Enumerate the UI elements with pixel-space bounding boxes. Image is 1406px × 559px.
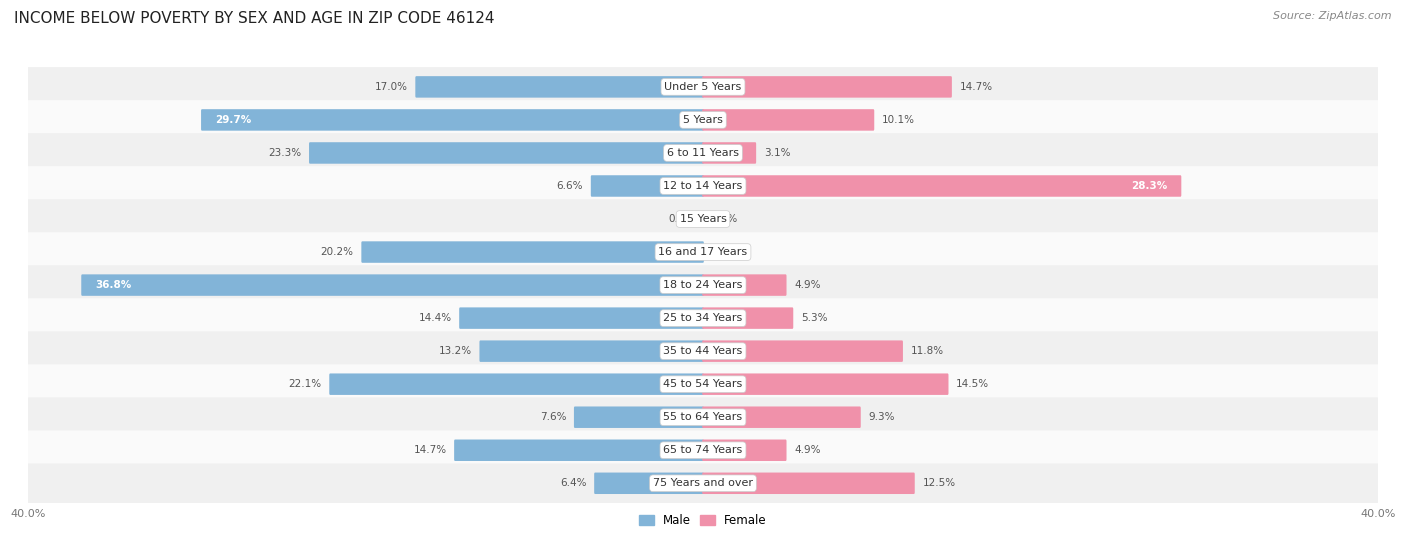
- Text: 16 and 17 Years: 16 and 17 Years: [658, 247, 748, 257]
- Text: 14.7%: 14.7%: [959, 82, 993, 92]
- FancyBboxPatch shape: [702, 76, 952, 98]
- Text: 14.7%: 14.7%: [413, 446, 447, 455]
- FancyBboxPatch shape: [27, 100, 1379, 140]
- Text: INCOME BELOW POVERTY BY SEX AND AGE IN ZIP CODE 46124: INCOME BELOW POVERTY BY SEX AND AGE IN Z…: [14, 11, 495, 26]
- Text: 6.4%: 6.4%: [560, 479, 586, 488]
- FancyBboxPatch shape: [702, 439, 786, 461]
- Text: 0.0%: 0.0%: [711, 214, 738, 224]
- FancyBboxPatch shape: [454, 439, 704, 461]
- Text: 6 to 11 Years: 6 to 11 Years: [666, 148, 740, 158]
- FancyBboxPatch shape: [27, 430, 1379, 470]
- FancyBboxPatch shape: [479, 340, 704, 362]
- Text: 25 to 34 Years: 25 to 34 Years: [664, 313, 742, 323]
- Text: 23.3%: 23.3%: [269, 148, 301, 158]
- FancyBboxPatch shape: [574, 406, 704, 428]
- FancyBboxPatch shape: [702, 274, 786, 296]
- FancyBboxPatch shape: [309, 142, 704, 164]
- FancyBboxPatch shape: [329, 373, 704, 395]
- FancyBboxPatch shape: [27, 299, 1379, 338]
- Text: 15 Years: 15 Years: [679, 214, 727, 224]
- Text: 0.0%: 0.0%: [668, 214, 695, 224]
- Text: 28.3%: 28.3%: [1130, 181, 1167, 191]
- Text: 55 to 64 Years: 55 to 64 Years: [664, 412, 742, 422]
- FancyBboxPatch shape: [27, 133, 1379, 173]
- FancyBboxPatch shape: [27, 67, 1379, 107]
- Text: 3.1%: 3.1%: [763, 148, 790, 158]
- Text: 14.4%: 14.4%: [419, 313, 451, 323]
- FancyBboxPatch shape: [595, 472, 704, 494]
- Text: 14.5%: 14.5%: [956, 379, 990, 389]
- FancyBboxPatch shape: [702, 472, 915, 494]
- Text: 4.9%: 4.9%: [794, 280, 821, 290]
- FancyBboxPatch shape: [702, 406, 860, 428]
- FancyBboxPatch shape: [702, 109, 875, 131]
- FancyBboxPatch shape: [82, 274, 704, 296]
- Text: 20.2%: 20.2%: [321, 247, 354, 257]
- Text: 9.3%: 9.3%: [869, 412, 894, 422]
- FancyBboxPatch shape: [27, 397, 1379, 437]
- Text: 11.8%: 11.8%: [911, 346, 943, 356]
- FancyBboxPatch shape: [702, 373, 949, 395]
- Text: 4.9%: 4.9%: [794, 446, 821, 455]
- Text: 6.6%: 6.6%: [557, 181, 583, 191]
- FancyBboxPatch shape: [361, 241, 704, 263]
- FancyBboxPatch shape: [702, 176, 1181, 197]
- FancyBboxPatch shape: [27, 364, 1379, 404]
- FancyBboxPatch shape: [702, 340, 903, 362]
- FancyBboxPatch shape: [27, 463, 1379, 503]
- Text: 22.1%: 22.1%: [288, 379, 322, 389]
- Text: 12.5%: 12.5%: [922, 479, 956, 488]
- FancyBboxPatch shape: [591, 176, 704, 197]
- Text: 5.3%: 5.3%: [801, 313, 827, 323]
- FancyBboxPatch shape: [27, 331, 1379, 371]
- Text: 5 Years: 5 Years: [683, 115, 723, 125]
- FancyBboxPatch shape: [27, 266, 1379, 305]
- Text: 12 to 14 Years: 12 to 14 Years: [664, 181, 742, 191]
- FancyBboxPatch shape: [415, 76, 704, 98]
- Text: Under 5 Years: Under 5 Years: [665, 82, 741, 92]
- Legend: Male, Female: Male, Female: [634, 510, 772, 532]
- Text: 45 to 54 Years: 45 to 54 Years: [664, 379, 742, 389]
- Text: 35 to 44 Years: 35 to 44 Years: [664, 346, 742, 356]
- Text: 75 Years and over: 75 Years and over: [652, 479, 754, 488]
- Text: 17.0%: 17.0%: [375, 82, 408, 92]
- FancyBboxPatch shape: [27, 166, 1379, 206]
- Text: 7.6%: 7.6%: [540, 412, 567, 422]
- FancyBboxPatch shape: [702, 307, 793, 329]
- Text: 36.8%: 36.8%: [96, 280, 132, 290]
- FancyBboxPatch shape: [702, 142, 756, 164]
- Text: 18 to 24 Years: 18 to 24 Years: [664, 280, 742, 290]
- Text: 65 to 74 Years: 65 to 74 Years: [664, 446, 742, 455]
- FancyBboxPatch shape: [27, 199, 1379, 239]
- FancyBboxPatch shape: [27, 232, 1379, 272]
- FancyBboxPatch shape: [201, 109, 704, 131]
- Text: 29.7%: 29.7%: [215, 115, 252, 125]
- Text: 0.0%: 0.0%: [711, 247, 738, 257]
- FancyBboxPatch shape: [460, 307, 704, 329]
- Text: 10.1%: 10.1%: [882, 115, 915, 125]
- Text: 13.2%: 13.2%: [439, 346, 472, 356]
- Text: Source: ZipAtlas.com: Source: ZipAtlas.com: [1274, 11, 1392, 21]
